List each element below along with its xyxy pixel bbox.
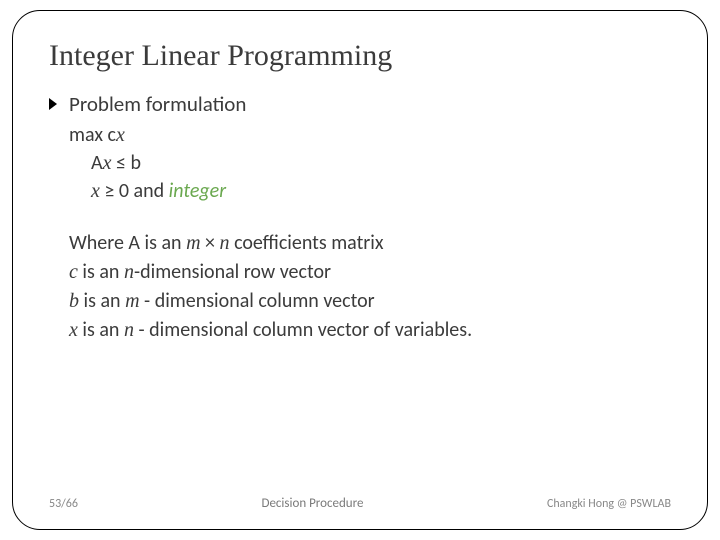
slide-frame: Integer Linear Programming Problem formu… (12, 10, 708, 530)
text: A (91, 151, 103, 175)
var-n: n (220, 232, 230, 254)
emph-integer: integer (169, 179, 226, 203)
var-m: m (186, 232, 200, 254)
explain-line-2: c is an n-dimensional row vector (69, 258, 671, 287)
bullet-label: Problem formulation (69, 91, 246, 117)
text: is an (78, 260, 124, 284)
var-b: b (69, 290, 79, 312)
text: max c (69, 123, 116, 147)
explain-line-3: b is an m - dimensional column vector (69, 287, 671, 316)
formulation-block: max cx Ax ≤ b x ≥ 0 and integer (69, 121, 671, 205)
text: Where A is an (69, 231, 186, 255)
var-n: n (124, 319, 134, 341)
formulation-line-2: Ax ≤ b (91, 149, 671, 177)
var-x: x (116, 124, 125, 146)
formulation-line-1: max cx (69, 121, 671, 149)
bullet-item: Problem formulation (49, 91, 671, 117)
text: is an (79, 289, 125, 313)
footer-author: Changki Hong @ PSWLAB (547, 497, 671, 511)
var-x: x (91, 180, 100, 202)
text: -dimensional row vector (134, 260, 331, 284)
var-x: x (69, 319, 78, 341)
var-c: c (69, 261, 78, 283)
formulation-line-3: x ≥ 0 and integer (91, 177, 671, 205)
text: ≤ b (111, 151, 141, 175)
text: is an (78, 318, 124, 342)
text: ≥ 0 and (100, 179, 169, 203)
text: × (201, 231, 220, 255)
var-n: n (124, 261, 134, 283)
slide-footer: 53/66 Decision Procedure Changki Hong @ … (49, 496, 671, 511)
explain-line-4: x is an n - dimensional column vector of… (69, 316, 671, 345)
var-m: m (125, 290, 139, 312)
triangle-right-icon (49, 98, 57, 110)
text: - dimensional column vector of variables… (134, 318, 472, 342)
explanation-block: Where A is an m × n coefficients matrix … (69, 229, 671, 345)
explain-line-1: Where A is an m × n coefficients matrix (69, 229, 671, 258)
footer-center: Decision Procedure (261, 496, 363, 511)
slide-title: Integer Linear Programming (49, 39, 671, 73)
page-number: 53/66 (49, 497, 78, 511)
text: - dimensional column vector (140, 289, 375, 313)
text: coefficients matrix (230, 231, 384, 255)
